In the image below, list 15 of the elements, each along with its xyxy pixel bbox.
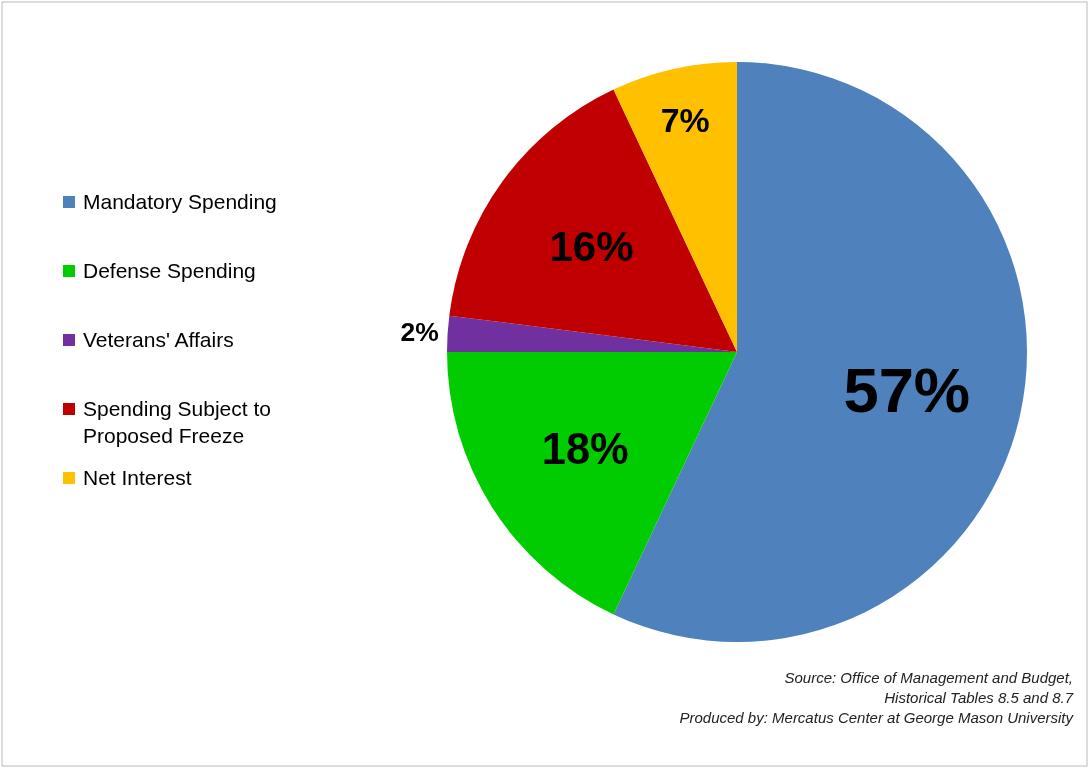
text: Historical Tables 8.5 and 8.7 <box>884 689 1074 706</box>
pie-slice <box>447 352 737 615</box>
legend-label: Veterans' Affairs <box>83 328 234 352</box>
source-note: Source: Office of Management and Budget, <box>784 669 1073 686</box>
data-label: 57% <box>843 355 971 426</box>
legend-label: Defense Spending <box>83 259 256 283</box>
data-label: 7% <box>660 100 710 139</box>
data-label: 2% <box>400 317 439 348</box>
text: Produced by: Mercatus Center at George Mason University <box>679 709 1075 726</box>
legend-label: Spending Subject to Proposed Freeze <box>83 397 271 447</box>
pie-slice <box>449 89 737 352</box>
data-label: 16% <box>549 223 634 271</box>
data-label: 18% <box>541 424 629 473</box>
legend-label: Mandatory Spending <box>83 190 277 214</box>
legend-label: Net Interest <box>83 466 192 490</box>
